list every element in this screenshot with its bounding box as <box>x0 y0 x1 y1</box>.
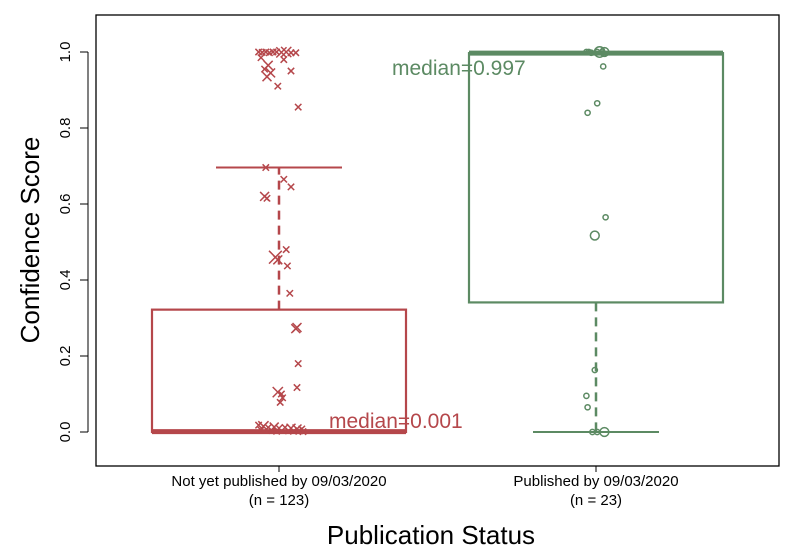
data-point <box>282 245 290 254</box>
box-groups: median=0.001 median=0.997 <box>150 46 725 438</box>
y-tick-label: 1.0 <box>57 42 74 63</box>
data-point <box>263 194 271 203</box>
x-category-count: (n = 23) <box>570 492 622 509</box>
x-axis-title: Publication Status <box>327 520 535 550</box>
data-point <box>280 55 288 64</box>
data-point <box>287 67 295 75</box>
median-label: median=0.997 <box>392 57 526 80</box>
data-point <box>280 46 292 58</box>
data-point <box>292 49 300 57</box>
data-point <box>275 46 288 59</box>
data-point <box>299 427 307 436</box>
data-point <box>294 359 302 368</box>
iqr-box <box>467 52 725 304</box>
y-tick-label: 0.6 <box>57 194 74 215</box>
box-group: median=0.997 <box>392 46 725 438</box>
x-axis: Not yet published by 09/03/2020 (n = 123)… <box>171 466 679 509</box>
data-point <box>274 82 282 90</box>
data-point <box>599 426 610 438</box>
data-point <box>583 392 590 400</box>
data-point <box>290 323 301 334</box>
data-point <box>278 394 287 402</box>
data-point <box>589 230 600 241</box>
data-point <box>261 71 273 82</box>
y-tick-label: 0.8 <box>57 118 74 139</box>
data-point <box>591 366 599 374</box>
data-point <box>602 213 609 221</box>
data-point <box>293 383 301 392</box>
data-point <box>598 49 606 56</box>
data-point <box>272 427 281 435</box>
y-tick-label: 0.0 <box>57 422 74 443</box>
x-category-label: Not yet published by 09/03/2020 <box>171 473 386 490</box>
data-point <box>257 426 265 434</box>
data-point <box>287 183 295 191</box>
data-point <box>599 63 607 70</box>
data-point <box>289 427 298 435</box>
data-point <box>262 163 270 172</box>
data-point <box>260 65 269 73</box>
data-point <box>283 262 292 270</box>
data-point <box>294 103 302 111</box>
y-axis-title: Confidence Score <box>15 137 45 344</box>
median-label: median=0.001 <box>329 410 463 433</box>
data-point <box>257 53 265 62</box>
data-point <box>584 403 591 411</box>
data-point <box>587 49 595 57</box>
y-tick-label: 0.4 <box>57 270 74 291</box>
data-point <box>276 398 284 407</box>
data-point <box>286 289 294 298</box>
x-category-count: (n = 123) <box>249 492 309 509</box>
y-axis: 0.0 0.2 0.4 0.6 0.8 1.0 <box>57 42 89 443</box>
y-tick-label: 0.2 <box>57 346 74 367</box>
data-point <box>584 109 591 117</box>
plot-frame <box>95 14 780 467</box>
data-point <box>272 254 283 265</box>
x-category-label: Published by 09/03/2020 <box>513 473 678 490</box>
box-group: median=0.001 <box>150 46 463 436</box>
data-point <box>280 175 288 184</box>
data-point <box>593 99 601 107</box>
